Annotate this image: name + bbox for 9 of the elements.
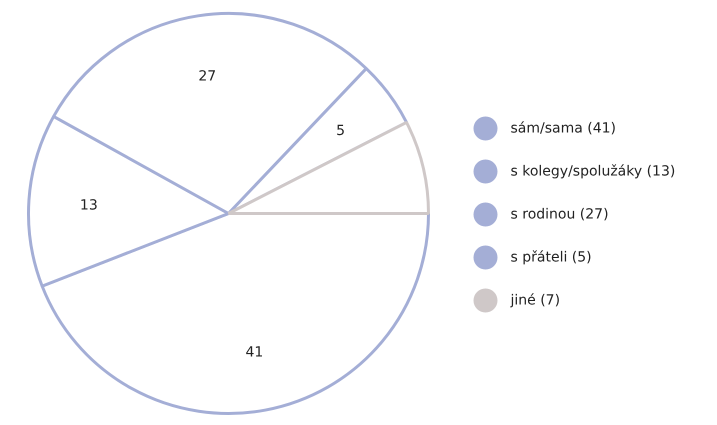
- legend-label: s kolegy/spolužáky (13): [510, 164, 676, 180]
- data-label: 13: [80, 198, 98, 214]
- legend-label: sám/sama (41): [510, 120, 616, 136]
- legend-label: s přáteli (5): [510, 250, 592, 266]
- data-label: 27: [198, 68, 216, 85]
- data-label: 41: [245, 344, 264, 361]
- data-label: 5: [336, 123, 346, 140]
- legend-label: s rodinou (27): [510, 206, 609, 222]
- legend-label: jiné (7): [510, 292, 560, 308]
